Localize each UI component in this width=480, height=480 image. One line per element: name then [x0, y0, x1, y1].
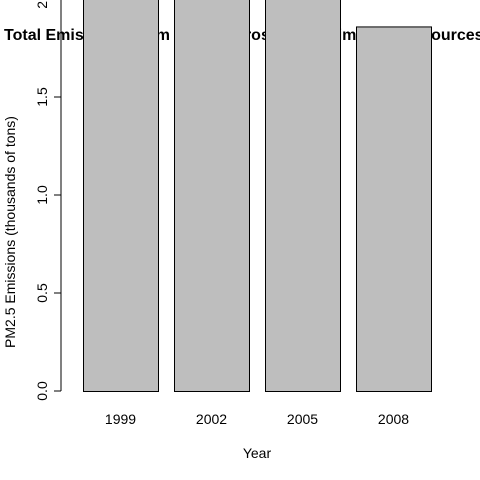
y-tick-label: 0.5: [34, 283, 50, 303]
y-tick-label: 1.0: [34, 185, 50, 205]
x-tick-label: 1999: [105, 411, 136, 427]
bar-2005: [265, 0, 341, 393]
bar-2002: [174, 0, 250, 393]
y-tick-label: 0.0: [34, 381, 50, 401]
x-tick-labels: 1999 2002 2005 2008: [105, 411, 409, 427]
x-axis-label: Year: [243, 445, 272, 461]
x-tick-label: 2002: [196, 411, 227, 427]
x-tick-label: 2005: [287, 411, 318, 427]
y-axis: 0.00.51.01.52.02.53.0: [34, 0, 62, 401]
y-tick-label: 2.0: [34, 0, 50, 9]
bar-2008: [356, 26, 432, 392]
y-tick-label: 1.5: [34, 87, 50, 107]
bars: [83, 0, 432, 393]
bar-1999: [83, 0, 159, 392]
y-axis-label: PM2.5 Emissions (thousands of tons): [2, 116, 18, 348]
x-tick-label: 2008: [378, 411, 409, 427]
